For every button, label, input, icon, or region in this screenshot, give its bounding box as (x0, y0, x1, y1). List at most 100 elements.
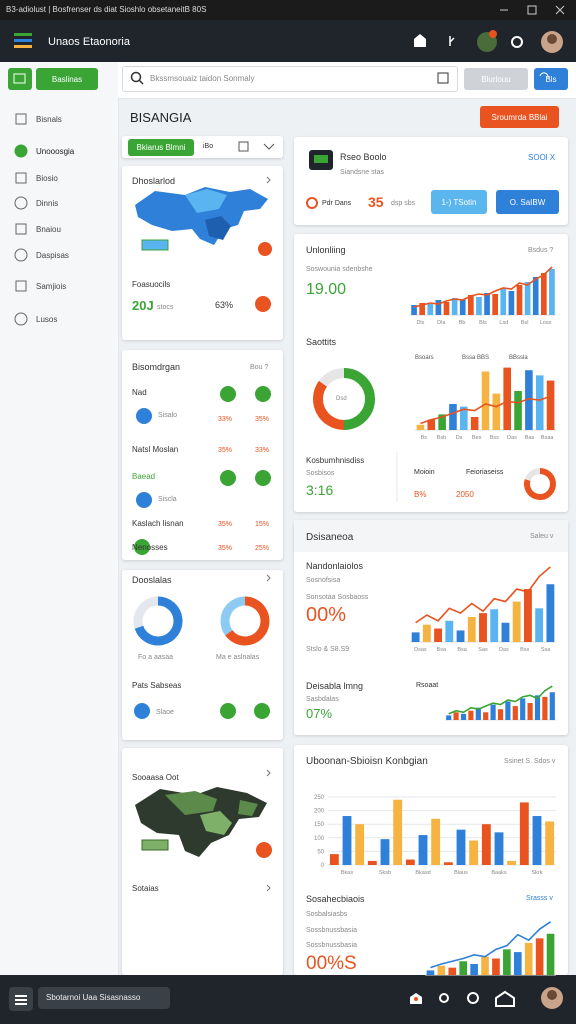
row-name: Nad (132, 388, 147, 397)
sub-line: Sossbnussbasia (306, 942, 357, 949)
chart-label: Rsoaat (416, 682, 439, 689)
card-footer: Sotaias (132, 884, 159, 893)
row-percent: 15% (255, 521, 270, 528)
menu-item[interactable]: Biosio (36, 174, 58, 183)
tag: Pdr Dans (322, 200, 352, 207)
row-percent: 35% (218, 447, 233, 454)
donut-label: Fo a aasaa (138, 654, 174, 661)
trend-value: 19.00 (306, 281, 347, 298)
bar-card (294, 745, 568, 975)
stat-value: B% (414, 490, 427, 499)
card-title: Uboonan-Sbioisn Konbgian (306, 756, 428, 767)
summary-subtitle: Siandsne stas (340, 169, 384, 176)
card-header (294, 520, 568, 552)
kpi-value: 3:16 (306, 482, 334, 498)
donut-center: Dsd (336, 396, 347, 402)
block-value: 00% (306, 604, 347, 626)
row-sub: Siscla (158, 496, 177, 503)
page-title: BISANGIA (130, 110, 192, 125)
stat-value: 2050 (456, 490, 474, 499)
card-more[interactable]: Saleu v (530, 533, 554, 540)
block-foot: Stslo & S8.S9 (306, 646, 350, 653)
toolbar-button[interactable]: Bls (534, 68, 568, 90)
summary-button[interactable]: 1-) TSotin (431, 190, 487, 214)
menu-item[interactable]: Bisnals (36, 115, 62, 124)
footer-sub: Slaoe (156, 709, 174, 716)
sidebar-button[interactable]: Baslinas (36, 68, 98, 90)
menu-item[interactable]: Dinnis (36, 199, 59, 208)
window-title: B3-adiolust | Bosfrenser ds diat Sioshlo… (6, 5, 207, 14)
card-title: Bisomdrgan (132, 362, 181, 372)
row-sub: Sisalo (158, 412, 178, 419)
summary-link[interactable]: SOOl X (528, 153, 556, 162)
card-more[interactable]: Bou ? (250, 364, 269, 371)
summary-value: 35 (368, 194, 384, 210)
block-note: Sonsotaa Sosbaoss (306, 594, 369, 601)
sub-more[interactable]: Srasss v (526, 895, 553, 902)
row-name: Nenosses (132, 543, 168, 552)
search-box[interactable] (122, 66, 458, 92)
row-percent: 33% (218, 416, 233, 423)
card-title: Sooaasa Oot (132, 773, 179, 782)
title-bar (0, 0, 576, 20)
footer-title: Pats Sabseas (132, 681, 182, 690)
kpi-title: Kosbumhnisdiss (306, 456, 365, 465)
menu-item[interactable]: Samjiois (36, 282, 67, 291)
kpi-sub: Sosbisos (306, 470, 335, 477)
menu-item[interactable]: Unooosgia (36, 147, 75, 156)
donut-label: Ma e aslnalas (216, 654, 260, 661)
taskbar-label: Sbotarnoi Uaa Sisasnasso (46, 993, 141, 1002)
sidebar (0, 62, 119, 975)
card-more[interactable]: Bsdus ? (528, 247, 554, 254)
summary-title: Rseo Boolo (340, 152, 387, 162)
unit: stocs (157, 304, 174, 311)
list-card (122, 350, 283, 560)
row-percent: 35% (255, 416, 270, 423)
menu-item[interactable]: Bnaiou (36, 225, 61, 234)
value: 20J (132, 298, 154, 313)
block-sub: Sasbdalas (306, 696, 339, 703)
stat-title: Moioin (414, 469, 435, 476)
tab-active[interactable]: Bkiarus Blmni (128, 139, 194, 156)
summary-unit: dsp sbs (391, 200, 416, 207)
card-sub: Soswounia sdenbshe (306, 266, 373, 273)
row-percent: 35% (218, 521, 233, 528)
section-title: Saottits (306, 337, 337, 347)
sub-value: 00%S (306, 953, 357, 974)
map-card (122, 166, 283, 340)
search-placeholder: Bkssmsouaiz taidon Sonmaly (150, 74, 255, 83)
menu-item[interactable]: Lusos (36, 315, 58, 324)
stat-title: Feioriaseiss (466, 469, 504, 476)
percent: 63% (215, 300, 234, 310)
card-title: Unlonliing (306, 245, 346, 255)
label: Foasuocils (132, 280, 171, 289)
card-title: Dooslalas (132, 575, 172, 585)
row-name: Baead (132, 472, 156, 481)
menu-item[interactable]: Daspisas (36, 251, 69, 260)
toolbar-button[interactable]: Blurlouu (464, 68, 528, 90)
card-title: Dsisaneoa (306, 532, 354, 543)
block-value: 07% (306, 706, 333, 721)
block-title: Deisabla lmng (306, 681, 364, 691)
sub-title: Sosahecbiaois (306, 894, 365, 904)
row-percent: 35% (218, 545, 233, 552)
taskbar-item[interactable] (38, 987, 170, 1009)
sidebar-icon-button[interactable] (8, 68, 32, 90)
card-title: Dhoslarlod (132, 176, 176, 186)
row-name: Kaslach lisnan (132, 519, 184, 528)
action-button[interactable]: Sroumrda BBlai (480, 106, 559, 128)
tab[interactable]: iBo (203, 143, 214, 150)
summary-button[interactable]: O. SaIBW (496, 190, 559, 214)
sub-line: Sosbalsiasbs (306, 911, 348, 918)
block-title: Nandonlaiolos (306, 561, 364, 571)
card-more[interactable]: Ssinet S. Sdos v (504, 758, 556, 765)
row-name: Natsl Moslan (132, 445, 179, 454)
row-percent: 25% (255, 545, 270, 552)
block-sub: Sosnofsisa (306, 577, 341, 584)
sub-line: Sossbnussbasia (306, 927, 357, 934)
app-title: Unaos Etaonoria (48, 36, 130, 48)
row-percent: 33% (255, 447, 270, 454)
map-card (122, 748, 283, 975)
